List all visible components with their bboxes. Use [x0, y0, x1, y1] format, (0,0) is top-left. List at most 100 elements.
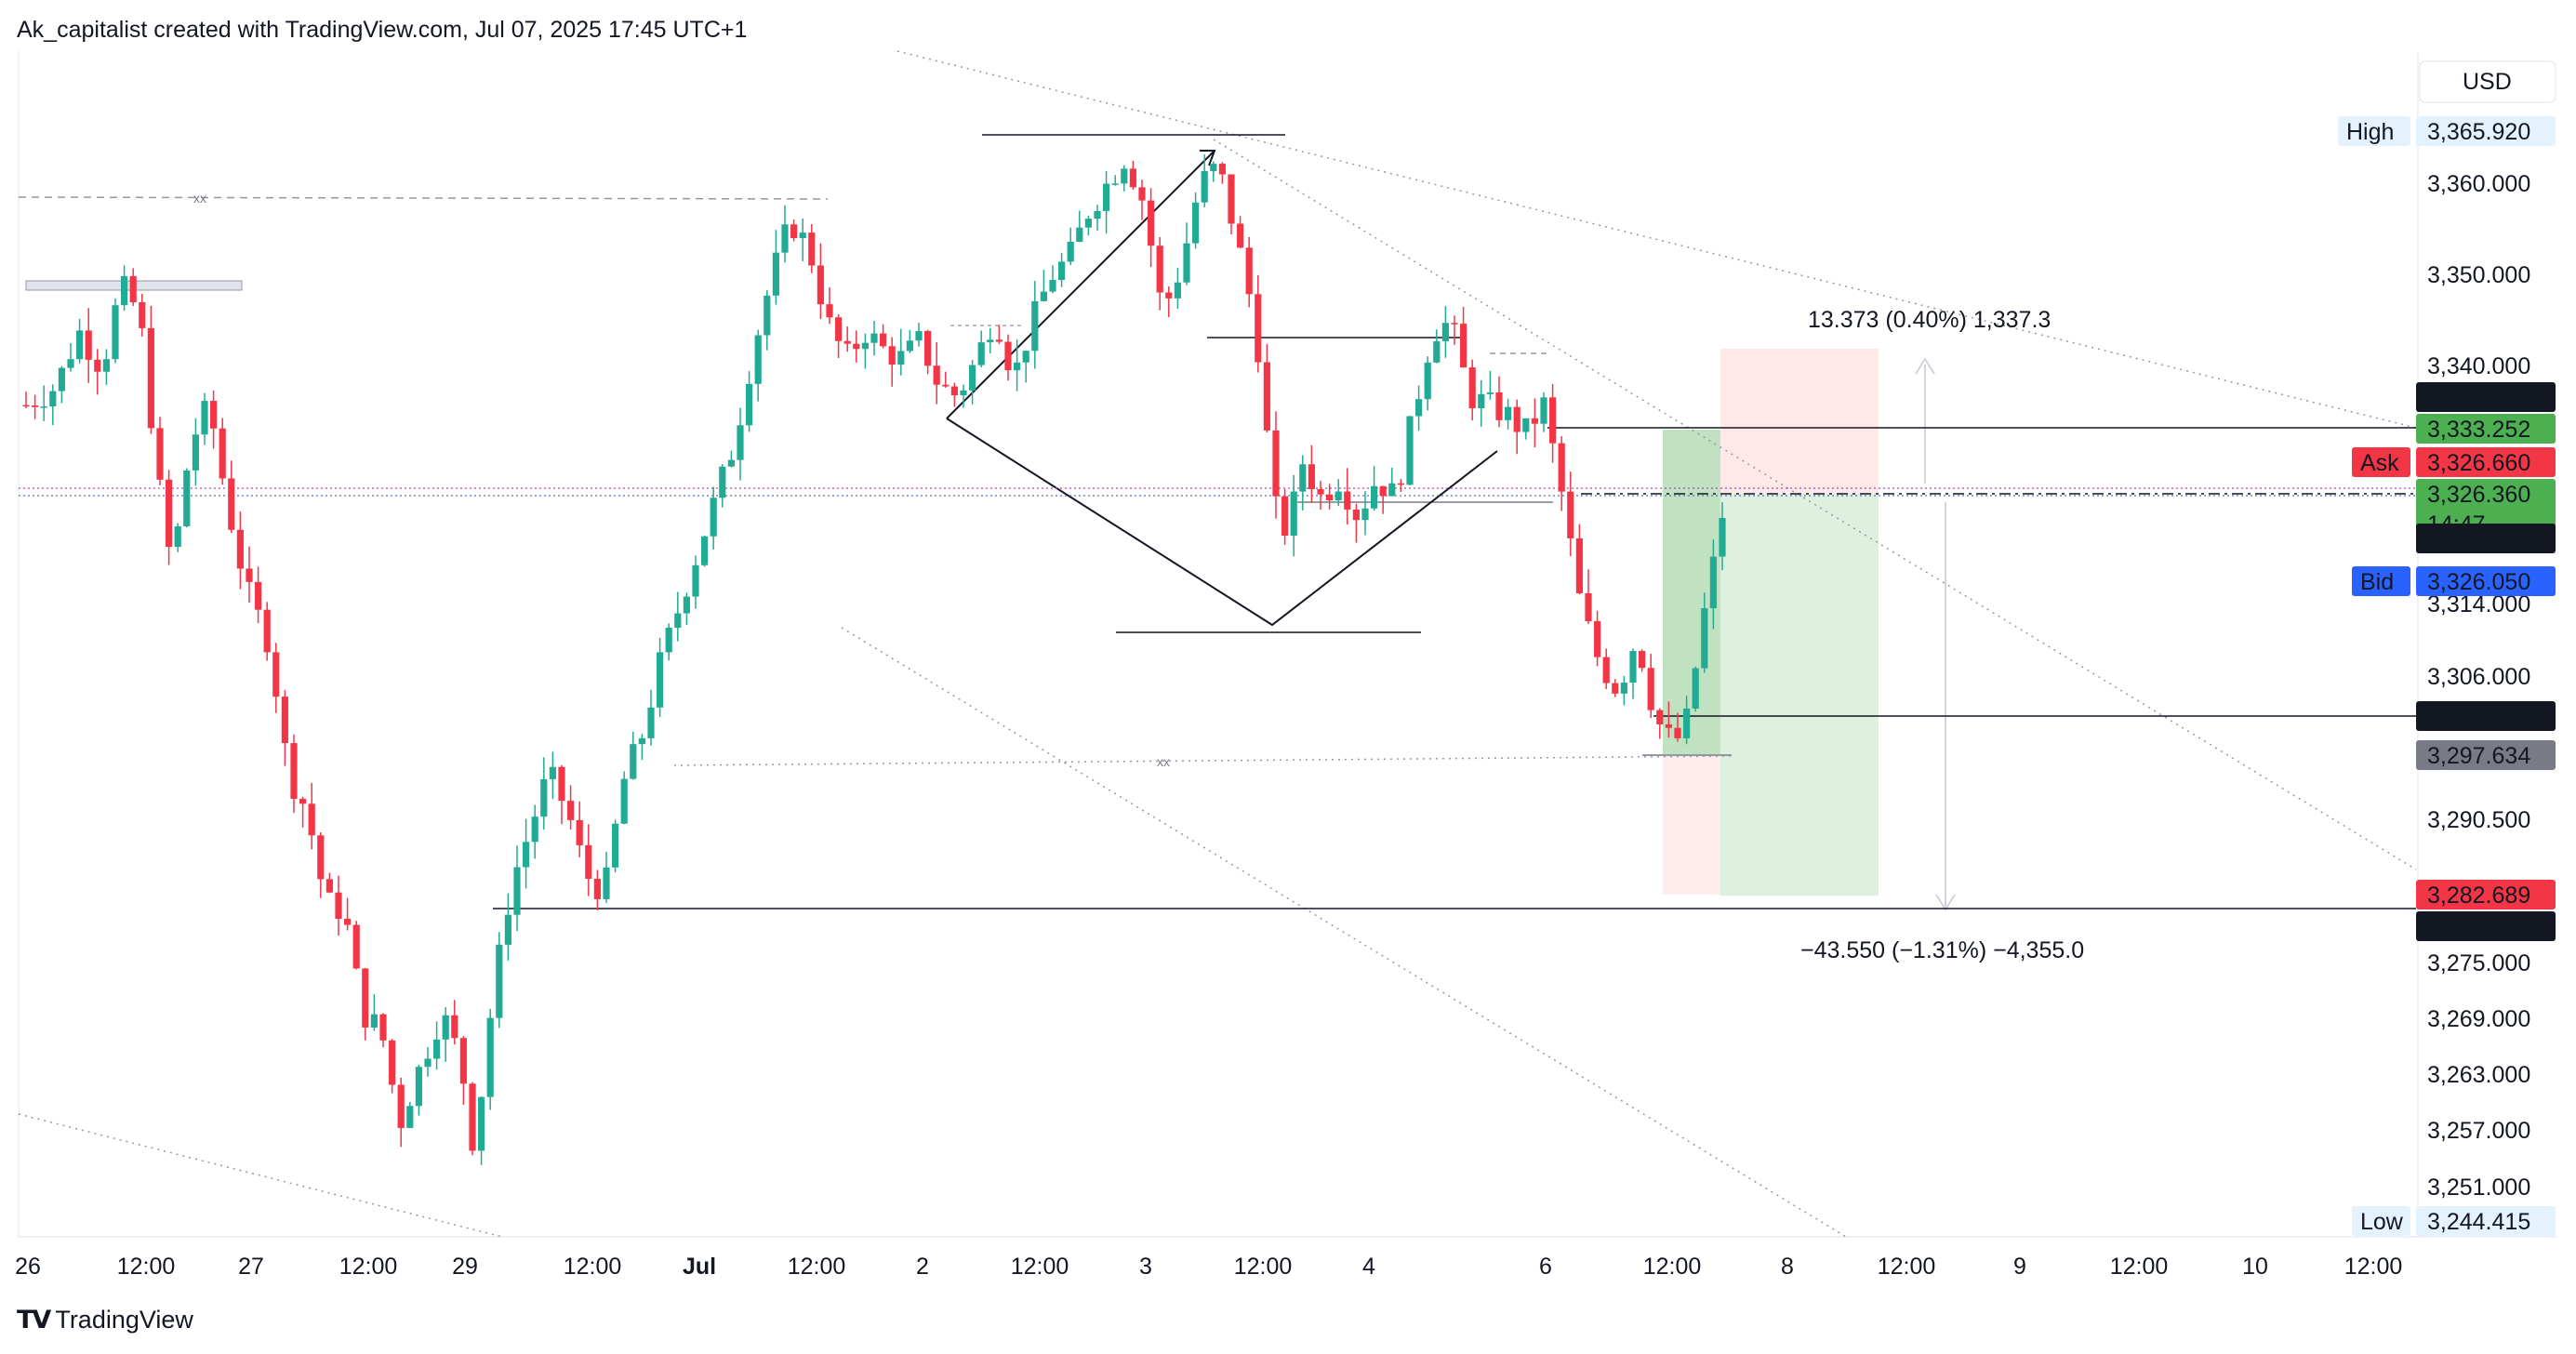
candle	[915, 323, 923, 347]
candle	[772, 230, 779, 305]
candle-body	[531, 816, 538, 843]
candle-body	[1148, 200, 1155, 246]
candle-body	[523, 842, 530, 868]
candle	[1040, 270, 1047, 302]
candle	[1111, 175, 1119, 186]
candle-body	[228, 478, 235, 530]
candle	[1263, 343, 1270, 433]
candle-body	[665, 627, 672, 653]
candle	[1218, 162, 1226, 184]
candle-body	[1004, 341, 1012, 371]
candle	[1201, 154, 1208, 207]
candle	[281, 690, 288, 766]
candle-body	[808, 232, 816, 266]
candle-body	[817, 265, 824, 305]
candle-body	[58, 367, 65, 392]
candle	[754, 329, 762, 402]
candle-body	[1451, 323, 1458, 325]
tradingview-brand: 𝗧𝗩 TradingView	[17, 1306, 193, 1334]
candle	[1308, 445, 1315, 503]
candle-body	[764, 295, 771, 336]
candle-body	[192, 434, 199, 471]
candle-body	[486, 1017, 494, 1097]
candle-body	[1379, 485, 1387, 497]
candle	[1674, 712, 1681, 742]
candle-body	[933, 365, 940, 385]
entry-highlight-low	[1663, 755, 1720, 895]
candle	[1505, 398, 1512, 430]
candle-body	[843, 340, 851, 344]
chart-background	[18, 51, 2557, 1238]
time-tick: Jul	[683, 1254, 716, 1280]
candle-body	[210, 401, 218, 429]
price-label-value: 3,282.689	[2427, 883, 2530, 909]
candle	[1433, 329, 1441, 364]
candle	[657, 637, 664, 717]
candle	[1549, 383, 1557, 463]
candle-body	[1049, 280, 1056, 292]
price-tag: Low	[2360, 1209, 2404, 1235]
candle	[853, 330, 860, 363]
candle	[1361, 491, 1369, 536]
candle	[85, 308, 92, 383]
candle	[1585, 569, 1592, 624]
candle-body	[1639, 651, 1646, 669]
candle	[1014, 339, 1021, 392]
candle	[727, 450, 735, 468]
candle	[567, 785, 575, 830]
measure-down-label: −43.550 (−1.31%) −4,355.0	[1800, 937, 2084, 963]
price-tag-bg	[2352, 1206, 2410, 1236]
candle	[1352, 503, 1360, 543]
candle-body	[657, 652, 664, 708]
candle-body	[1263, 362, 1270, 431]
candle	[888, 337, 896, 387]
candle	[710, 486, 717, 551]
candle-body	[1281, 496, 1289, 537]
candle	[370, 994, 378, 1031]
time-tick: 12:00	[2110, 1254, 2169, 1280]
candle-body	[397, 1084, 405, 1128]
candle-body	[540, 778, 548, 817]
candle-body	[389, 1040, 396, 1085]
candle-body	[647, 707, 655, 738]
price-label-bg	[2416, 382, 2556, 412]
time-tick: 27	[238, 1254, 264, 1280]
price-label-bg	[2416, 414, 2556, 444]
candle-body	[290, 743, 298, 800]
candle	[1148, 188, 1155, 268]
candle-body	[379, 1014, 387, 1041]
candle-body	[1692, 668, 1699, 709]
price-tick: 3,257.000	[2427, 1118, 2530, 1144]
candle-body	[1352, 509, 1360, 521]
candle-body	[325, 879, 333, 893]
candle-body	[147, 327, 154, 429]
candle-body	[442, 1015, 449, 1040]
price-label-bg	[2416, 911, 2556, 941]
candle-body	[969, 365, 976, 391]
candle	[558, 764, 565, 825]
candle	[121, 265, 128, 312]
candle	[1441, 306, 1449, 358]
dotted-support-line	[673, 755, 1735, 766]
middle-trendline	[1213, 139, 2417, 870]
candle	[263, 602, 271, 661]
candle	[1299, 455, 1307, 511]
candle	[459, 1036, 467, 1105]
time-tick: 2	[916, 1254, 929, 1280]
price-label-bg	[2416, 524, 2556, 553]
candle-body	[585, 844, 592, 879]
price-label-bg	[2416, 566, 2556, 596]
candle-body	[1585, 592, 1592, 622]
price-label-value: 3,244.415	[2427, 1209, 2530, 1235]
time-tick: 12:00	[1643, 1254, 1702, 1280]
candle	[183, 468, 191, 528]
candle-body	[67, 359, 74, 368]
candle-body	[1397, 483, 1404, 485]
candle	[835, 313, 843, 358]
candle	[977, 330, 985, 367]
tradingview-logo-icon: 𝗧𝗩	[17, 1306, 51, 1334]
time-tick: 6	[1539, 1254, 1552, 1280]
candle	[424, 1047, 432, 1077]
candle	[665, 623, 672, 661]
